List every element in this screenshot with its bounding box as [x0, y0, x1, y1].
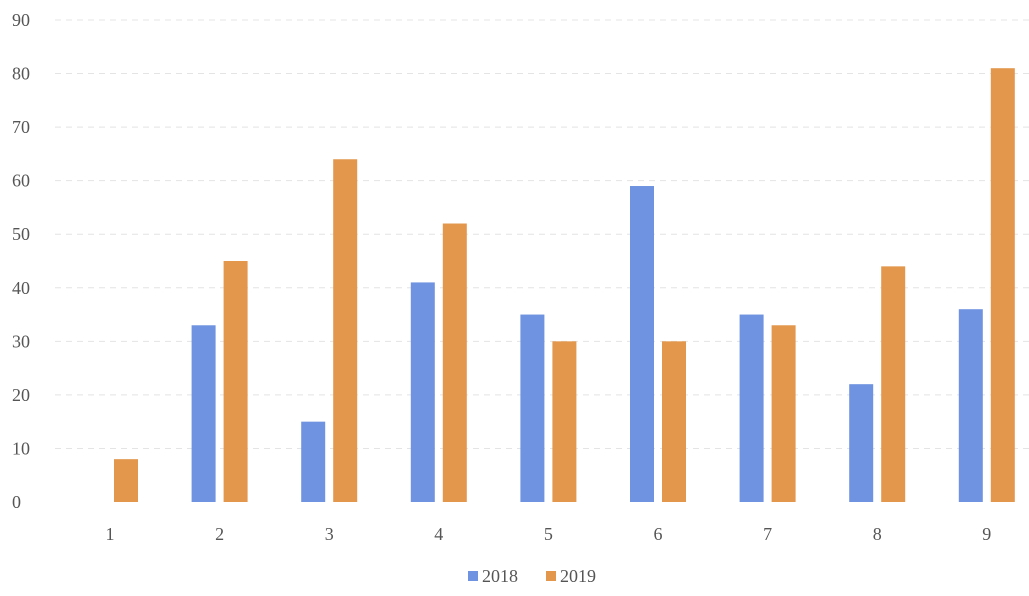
- x-tick-label: 5: [544, 524, 553, 544]
- y-tick-label: 90: [12, 10, 30, 30]
- bar-2018-3: [301, 421, 326, 502]
- bar-2019-7: [771, 325, 796, 502]
- legend-label-2019: 2019: [560, 566, 596, 586]
- bar-2018-5: [520, 314, 545, 502]
- y-tick-label: 70: [12, 117, 30, 137]
- bar-2018-2: [191, 325, 216, 502]
- bar-2018-8: [849, 384, 874, 502]
- bar-2018-9: [958, 309, 983, 502]
- bar-2018-7: [739, 314, 764, 502]
- y-tick-label: 10: [12, 438, 30, 458]
- bar-2019-3: [333, 159, 358, 502]
- y-tick-label: 60: [12, 171, 30, 191]
- y-tick-label: 50: [12, 224, 30, 244]
- y-axis-ticks: 0 10 20 30 40 50 60 70 80 90: [12, 10, 30, 512]
- bar-2019-4: [442, 223, 467, 502]
- bar-2019-8: [881, 266, 906, 502]
- x-axis-ticks: 1 2 3 4 5 6 7 8 9: [106, 524, 992, 544]
- bar-2019-1: [114, 459, 138, 502]
- legend-swatch-2019: [546, 571, 556, 581]
- bar-2019-5: [552, 341, 577, 502]
- y-tick-label: 80: [12, 64, 30, 84]
- bars: [114, 68, 1015, 502]
- x-tick-label: 9: [982, 524, 991, 544]
- bar-2018-4: [410, 282, 435, 502]
- x-tick-label: 3: [325, 524, 334, 544]
- x-tick-label: 1: [106, 524, 115, 544]
- x-tick-label: 7: [763, 524, 772, 544]
- y-tick-label: 20: [12, 385, 30, 405]
- x-tick-label: 4: [434, 524, 443, 544]
- legend-swatch-2018: [468, 571, 478, 581]
- bar-2019-6: [662, 341, 686, 502]
- bar-2019-9: [990, 68, 1015, 502]
- bar-2018-6: [630, 186, 654, 502]
- x-tick-label: 8: [873, 524, 882, 544]
- y-tick-label: 40: [12, 278, 30, 298]
- x-tick-label: 2: [215, 524, 224, 544]
- y-tick-label: 0: [12, 492, 21, 512]
- y-tick-label: 30: [12, 331, 30, 351]
- legend: 2018 2019: [468, 566, 596, 586]
- bar-2019-2: [223, 261, 248, 502]
- legend-label-2018: 2018: [482, 566, 518, 586]
- x-tick-label: 6: [654, 524, 663, 544]
